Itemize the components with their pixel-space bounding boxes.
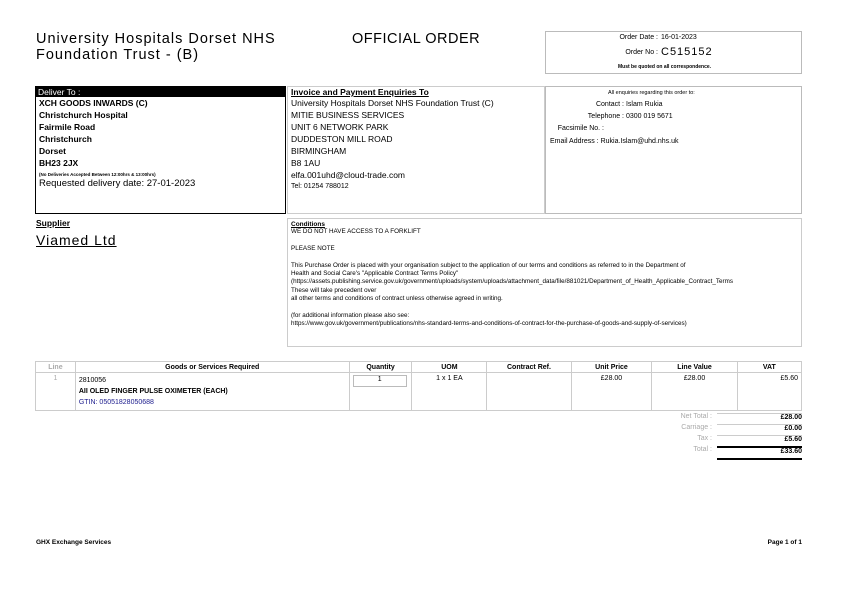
- order-date: 16-01-2023: [661, 34, 697, 41]
- item-gtin: GTIN: 05051828050688: [78, 399, 154, 406]
- tax-label: Tax :: [697, 435, 712, 442]
- tax-value: £5.60: [717, 435, 802, 446]
- invoice-address-line: MITIE BUSINESS SERVICES: [291, 110, 405, 120]
- condition-line: [291, 236, 801, 244]
- deliver-to-box: Deliver To : XCH GOODS INWARDS (C) Christ…: [35, 86, 286, 214]
- column-header: Quantity: [348, 361, 413, 373]
- condition-line: (for additional information please also …: [291, 312, 410, 320]
- invoice-box: Invoice and Payment Enquiries To Univers…: [287, 86, 545, 214]
- deliver-address-line: Christchurch: [39, 134, 92, 144]
- unit-price: £28.00: [570, 372, 653, 411]
- carriage-row: Carriage : £0.00: [620, 424, 802, 432]
- carriage-label: Carriage :: [681, 424, 712, 431]
- page-number: Page 1 of 1: [767, 539, 802, 546]
- net-total-label: Net Total :: [680, 413, 712, 420]
- document-title: OFFICIAL ORDER: [352, 31, 481, 47]
- contact-email[interactable]: Rukia.Islam@uhd.nhs.uk: [600, 138, 679, 145]
- net-total-row: Net Total : £28.00: [620, 413, 802, 421]
- enquiries-box: All enquiries regarding this order to: C…: [545, 86, 802, 214]
- item-name: AII OLED FINGER PULSE OXIMETER (EACH): [78, 388, 228, 395]
- order-info-box: Order Date : 16-01-2023 Order No : C5151…: [545, 31, 802, 74]
- order-number: C515152: [661, 46, 713, 58]
- invoice-address-line: UNIT 6 NETWORK PARK: [291, 122, 389, 132]
- vat: £5.60: [736, 372, 803, 411]
- column-header: UOM: [411, 361, 488, 373]
- condition-line: PLEASE NOTE: [291, 244, 335, 252]
- condition-line: https://www.gov.uk/government/publicatio…: [291, 320, 687, 328]
- condition-line: WE DO NOT HAVE ACCESS TO A FORKLIFT: [291, 228, 421, 235]
- item-description: 2810056 AII OLED FINGER PULSE OXIMETER (E…: [74, 372, 350, 411]
- column-header: VAT: [736, 361, 803, 373]
- deliver-address-line: Dorset: [39, 146, 66, 156]
- deliver-address-line: Fairmile Road: [39, 122, 96, 132]
- contact-name: Islam Rukia: [625, 101, 663, 108]
- column-header: Line: [35, 361, 76, 373]
- quantity-cell: 1: [348, 372, 413, 411]
- invoice-address-line: University Hospitals Dorset NHS Foundati…: [291, 98, 494, 108]
- tax-row: Tax : £5.60: [620, 435, 802, 443]
- condition-line: This Purchase Order is placed with your …: [291, 261, 686, 269]
- column-header: Unit Price: [570, 361, 653, 373]
- condition-line: These will take precedent over: [291, 286, 377, 294]
- organisation-name: University Hospitals Dorset NHS Foundatio…: [36, 31, 276, 63]
- condition-line: all other terms and conditions of contra…: [291, 295, 503, 303]
- item-code: 2810056: [78, 377, 107, 384]
- invoice-address-line: BIRMINGHAM: [291, 146, 347, 156]
- deliver-address-line: BH23 2JX: [39, 158, 79, 168]
- total-label: Total :: [693, 446, 712, 453]
- deliver-address-line: Christchurch Hospital: [39, 110, 128, 120]
- table-row: 1 2810056 AII OLED FINGER PULSE OXIMETER (…: [35, 372, 803, 411]
- invoice-address-line: DUDDESTON MILL ROAD: [291, 134, 393, 144]
- line-number: 1: [35, 372, 76, 411]
- contract-ref: [486, 372, 572, 411]
- quantity-field[interactable]: 1: [352, 375, 407, 387]
- condition-line: Health and Social Care's "Applicable Con…: [291, 270, 459, 277]
- order-items-table: Line Goods or Services Required Quantity UO…: [35, 361, 803, 411]
- uom: 1 x 1 EA: [411, 372, 488, 411]
- column-header: Goods or Services Required: [74, 361, 350, 373]
- total-value: £33.60: [717, 446, 802, 460]
- net-total-value: £28.00: [717, 413, 802, 424]
- deliver-address-line: XCH GOODS INWARDS (C): [39, 98, 148, 108]
- conditions-box: Conditions WE DO NOT HAVE ACCESS TO A FO…: [287, 218, 802, 347]
- condition-line: (https://assets.publishing.service.gov.u…: [291, 278, 733, 286]
- requested-delivery-date: Requested delivery date: 27-01-2023: [39, 178, 196, 189]
- condition-line: [291, 304, 801, 312]
- carriage-value: £0.00: [717, 424, 802, 435]
- line-value: £28.00: [651, 372, 738, 411]
- condition-line: [291, 253, 801, 261]
- invoice-address-line: elfa.001uhd@cloud-trade.com: [291, 170, 406, 180]
- invoice-address-line: B8 1AU: [291, 158, 321, 168]
- column-header: Line Value: [651, 361, 738, 373]
- total-row: Total : £33.60: [620, 446, 802, 460]
- column-header: Contract Ref.: [486, 361, 572, 373]
- supplier-name: Viamed Ltd: [36, 232, 117, 248]
